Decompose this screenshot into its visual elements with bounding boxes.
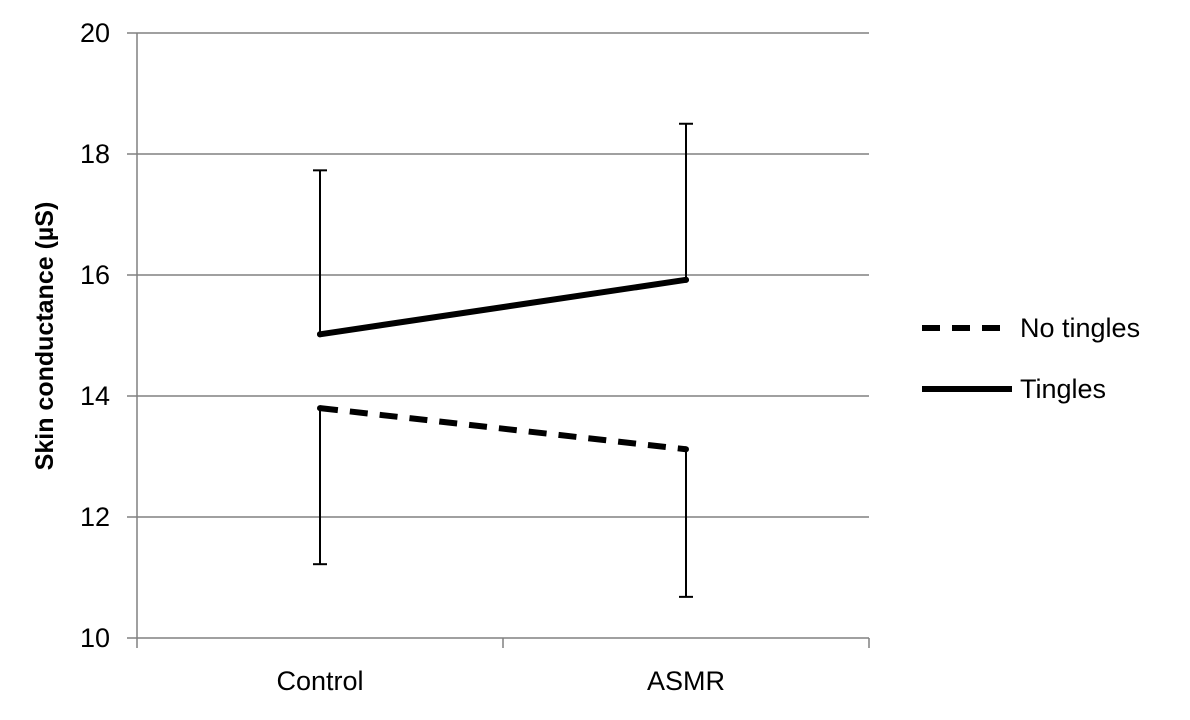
y-tick-label: 16 — [80, 260, 110, 290]
tick-labels: 10 12 14 16 18 20 Control ASMR — [80, 18, 725, 696]
y-tick-label: 20 — [80, 18, 110, 48]
y-tick-label: 14 — [80, 381, 110, 411]
data-point — [683, 276, 689, 283]
y-tick-label: 10 — [80, 623, 110, 653]
series-lines — [317, 276, 689, 453]
data-point — [683, 446, 689, 453]
series-line-no-tingles — [319, 405, 687, 453]
legend-label: Tingles — [1020, 374, 1106, 404]
x-category-label: Control — [276, 666, 363, 696]
data-point — [317, 331, 323, 338]
axes — [127, 32, 870, 648]
error-bars — [313, 122, 693, 598]
legend: No tingles Tingles — [922, 313, 1140, 404]
y-axis-title: Skin conductance (µS) — [31, 202, 59, 471]
legend-label: No tingles — [1020, 313, 1140, 343]
y-tick-label: 18 — [80, 139, 110, 169]
y-tick-label: 12 — [80, 502, 110, 532]
series-line-tingles — [317, 276, 689, 338]
grid-lines — [137, 32, 869, 518]
data-point — [317, 405, 323, 412]
x-category-label: ASMR — [647, 666, 725, 696]
